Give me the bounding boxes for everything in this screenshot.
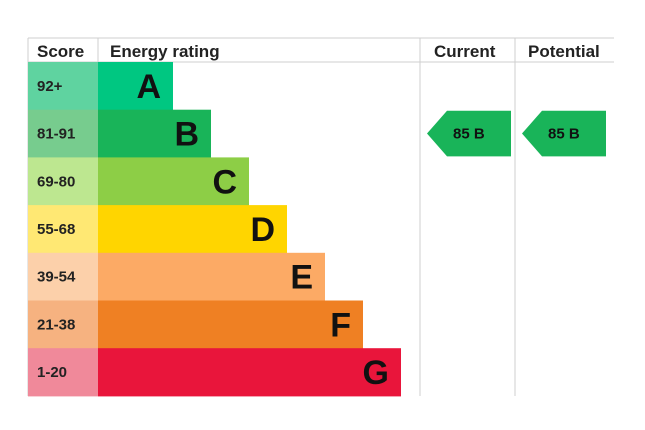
rating-letter-d: D: [250, 211, 275, 249]
score-cell-d: [28, 205, 98, 254]
current-rating-label: 85 B: [453, 126, 485, 143]
current-rating-arrow: [427, 110, 511, 157]
rating-bands: 92+ A 81-91 B 69-80 C 55-68 D 39-54 E 21-38 F 1-20 G: [28, 62, 401, 397]
rating-bar-e: [98, 252, 325, 301]
rating-bar-b: [98, 109, 211, 158]
rating-letter-g: G: [363, 354, 389, 392]
energy-rating-header: Energy rating: [110, 42, 220, 61]
score-header: Score: [37, 42, 84, 61]
score-range-d: 55-68: [37, 221, 75, 238]
rating-letter-b: B: [174, 116, 199, 154]
rating-bar-a: [98, 62, 173, 111]
potential-header: Potential: [528, 42, 600, 61]
rating-bar-d: [98, 205, 287, 254]
score-cell-g: [28, 348, 98, 397]
rating-letter-a: A: [136, 68, 161, 106]
score-range-f: 21-38: [37, 316, 75, 333]
score-cell-a: [28, 62, 98, 111]
score-cell-e: [28, 252, 98, 301]
potential-rating-label: 85 B: [548, 126, 580, 143]
rating-bar-f: [98, 300, 363, 349]
rating-letter-c: C: [212, 163, 237, 201]
potential-rating-arrow: [522, 110, 606, 157]
score-range-e: 39-54: [37, 269, 76, 286]
rating-letter-e: E: [290, 259, 313, 297]
score-range-g: 1-20: [37, 364, 67, 381]
rating-bar-g: [98, 348, 401, 397]
score-range-a: 92+: [37, 78, 63, 95]
rating-letter-f: F: [330, 306, 351, 344]
rating-bar-c: [98, 157, 249, 206]
current-header: Current: [434, 42, 496, 61]
score-cell-f: [28, 300, 98, 349]
score-cell-c: [28, 157, 98, 206]
rating-indicators: 85 B 85 B: [427, 110, 606, 157]
score-range-c: 69-80: [37, 173, 75, 190]
score-range-b: 81-91: [37, 126, 75, 143]
score-cell-b: [28, 109, 98, 158]
